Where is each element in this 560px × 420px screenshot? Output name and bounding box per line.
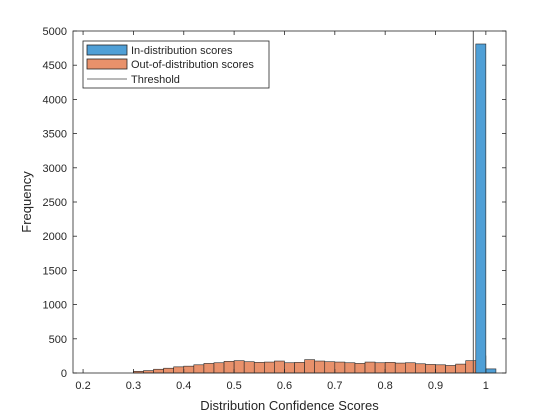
legend-label-out-of-distribution: Out-of-distribution scores <box>131 59 254 71</box>
ood-bar-4 <box>173 366 185 374</box>
x-axis-label: Distribution Confidence Scores <box>200 398 379 413</box>
ood-bar-13 <box>264 361 275 374</box>
y-tick-label-3: 1500 <box>43 265 67 277</box>
ood-bar-12 <box>253 362 265 374</box>
in-distribution-bar-0 <box>475 43 487 374</box>
ood-bar-2 <box>153 368 164 374</box>
ood-bar-22 <box>354 363 366 374</box>
ood-bar-24 <box>374 362 386 374</box>
y-tick-label-4: 2000 <box>43 231 67 243</box>
ood-bar-25 <box>384 362 396 374</box>
ood-bar-23 <box>364 361 376 374</box>
y-tick-label-10: 5000 <box>43 26 67 38</box>
x-tick-label-4: 0.6 <box>277 380 292 392</box>
ood-bar-29 <box>425 364 436 374</box>
x-tick-label-0: 0.2 <box>75 380 90 392</box>
ood-bar-6 <box>193 364 205 374</box>
legend-swatch-out-of-distribution <box>86 58 128 70</box>
x-tick-label-1: 0.3 <box>126 380 141 392</box>
y-tick-label-9: 4500 <box>43 60 67 72</box>
x-tick-label-5: 0.7 <box>327 380 342 392</box>
ood-bar-14 <box>274 360 285 374</box>
ood-bar-8 <box>213 362 225 374</box>
ood-bar-28 <box>415 363 426 374</box>
ood-bar-10 <box>233 360 245 374</box>
ood-bar-32 <box>455 363 467 374</box>
ood-bar-9 <box>223 361 235 374</box>
y-tick-label-6: 3000 <box>43 163 67 175</box>
legend-label-in-distribution: In-distribution scores <box>131 45 233 57</box>
in-distribution-bar-1 <box>485 368 497 374</box>
ood-bar-3 <box>163 367 174 374</box>
ood-bar-17 <box>304 359 315 374</box>
ood-bar-11 <box>243 361 255 374</box>
y-tick-label-0: 0 <box>61 368 67 380</box>
y-tick-label-5: 2500 <box>43 197 67 209</box>
x-tick-label-8: 1 <box>483 380 489 392</box>
ood-bar-26 <box>394 362 406 374</box>
ood-bar-33 <box>465 360 477 374</box>
ood-bar-5 <box>183 365 195 374</box>
ood-bar-31 <box>445 365 456 374</box>
ood-bar-18 <box>314 360 326 374</box>
x-axis-ticks: 0.2 0.3 0.4 0.5 0.6 0.7 0.8 0.9 1 <box>75 31 489 392</box>
y-tick-label-8: 4000 <box>43 94 67 106</box>
ood-bar-30 <box>435 364 446 374</box>
ood-bar-27 <box>405 362 416 374</box>
ood-bar-15 <box>284 362 295 374</box>
ood-bars-group <box>133 355 487 374</box>
x-tick-label-7: 0.9 <box>428 380 443 392</box>
x-tick-label-6: 0.8 <box>378 380 393 392</box>
y-axis-label: Frequency <box>19 171 34 233</box>
y-tick-label-7: 3500 <box>43 129 67 141</box>
ood-bar-21 <box>344 362 356 374</box>
legend-swatch-in-distribution <box>86 44 128 56</box>
ood-bar-20 <box>334 361 346 374</box>
x-tick-label-2: 0.4 <box>176 380 191 392</box>
y-tick-label-2: 1000 <box>43 300 67 312</box>
ood-bar-16 <box>294 362 305 374</box>
y-tick-label-1: 500 <box>49 334 67 346</box>
ood-bar-19 <box>324 361 336 374</box>
legend: In-distribution scores Out-of-distributi… <box>82 40 270 89</box>
y-axis-ticks: 0 500 1000 1500 2000 2500 3000 3500 4000 4500 5000 <box>43 26 506 380</box>
ood-bar-7 <box>203 363 215 374</box>
legend-label-threshold: Threshold <box>131 74 180 86</box>
x-tick-label-3: 0.5 <box>226 380 241 392</box>
